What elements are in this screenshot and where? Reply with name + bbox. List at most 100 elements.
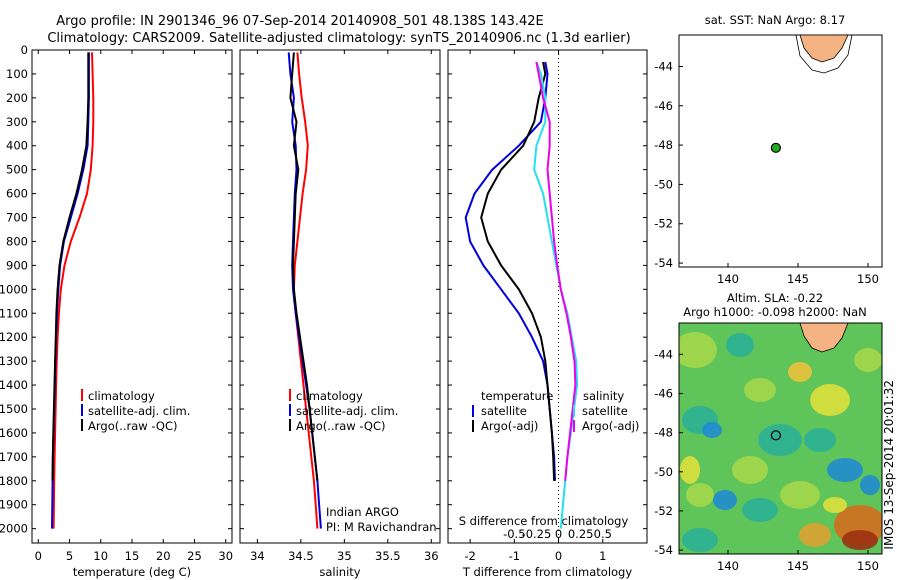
x-tick-label: 1 [599,549,606,563]
timestamp-label: IMOS 13-Sep-2014 20:01:32 [882,380,896,550]
map-y-tick-label: -50 [654,465,673,479]
map-y-tick-label: -48 [654,138,673,152]
legend-label: satellite [481,404,527,418]
series-line [535,61,577,481]
x-tick-label: 36 [424,549,439,563]
sla-blob [682,528,718,552]
map-y-tick-label: -44 [654,347,673,361]
sla-blob [726,333,754,357]
x-tick-label: -1 [509,549,520,563]
sla-blob [823,497,847,513]
x-tick-label: 30 [218,549,233,563]
x-tick-label: 35 [337,549,352,563]
argo-float-marker [770,142,781,153]
y-tick-label: 100 [6,67,28,81]
sla-field [679,323,882,554]
sla-blob [680,456,700,484]
x-axis-label: temperature (deg C) [73,565,191,579]
y-tick-label: 700 [6,211,28,225]
legend-label: salinity [583,389,624,403]
map-y-tick-label: -48 [654,426,673,440]
map-title: sat. SST: NaN Argo: 8.17 [705,13,846,27]
figure-title-line2: Climatology: CARS2009. Satellite-adjuste… [47,31,630,46]
legend-label: Argo(..raw -QC) [88,419,178,433]
legend-label: climatology [296,389,363,403]
plot-frame [31,49,233,544]
legend-label: climatology [88,389,155,403]
y-tick-label: 1100 [0,306,28,320]
y-tick-label: 1900 [0,498,28,512]
sla-blob [744,378,776,402]
y-tick-label: 0 [21,43,28,57]
sla-blob [788,362,812,382]
map-frame [678,34,883,268]
sla-blob [758,424,802,456]
y-tick-label: 400 [6,139,28,153]
series-line [51,52,90,481]
x-axis-label: T difference from climatology [462,565,633,579]
legend-label: temperature [481,389,553,403]
y-tick-label: 500 [6,163,28,177]
x-tick-label: 15 [125,549,140,563]
sla-blob [810,384,850,416]
legend-label: Argo(-adj) [582,419,639,433]
sla-blob [842,530,878,550]
y-tick-label: 1800 [0,474,28,488]
map-subtitle: Argo h1000: -0.098 h2000: NaN [683,305,867,319]
y-tick-label: 900 [6,258,28,272]
map-frame [678,322,883,555]
tasmania-land [799,323,849,353]
map-y-tick-label: -52 [654,504,673,518]
x2-tick-label: -0.5 [503,527,525,541]
x-tick-label: 0 [555,549,562,563]
bathymetry-contour [795,34,853,74]
x-axis-label: salinity [319,565,360,579]
argo-float-marker [770,430,781,441]
sla-blob [860,475,880,495]
difference-chart: -2-101-0.5-0.2500.250.5S difference from… [447,49,648,579]
map-y-tick-label: -52 [654,217,673,231]
y-tick-label: 300 [6,115,28,129]
x-tick-label: 5 [66,549,73,563]
y-tick-label: 1000 [0,282,28,296]
y-tick-label: 2000 [0,522,28,536]
x-tick-label: 35.5 [375,549,401,563]
map-y-tick-label: -54 [654,543,673,557]
legend-label: satellite-adj. clim. [296,404,398,418]
y-tick-label: 1600 [0,426,28,440]
legend-label: Argo(..raw -QC) [296,419,386,433]
y-tick-label: 1500 [0,402,28,416]
y-tick-label: 1200 [0,330,28,344]
x-tick-label: 10 [93,549,108,563]
annotation-line: Indian ARGO [326,505,399,519]
y-tick-label: 1300 [0,354,28,368]
x-tick-label: 25 [187,549,202,563]
map-y-tick-label: -46 [654,99,673,113]
sla-blob [713,490,737,510]
sla-blob [854,348,882,372]
map-x-tick-label: 140 [717,559,739,573]
legend-label: satellite [582,404,628,418]
sla-blob [742,498,778,522]
legend-label: Argo(-adj) [481,419,538,433]
x-tick-label: -2 [464,549,475,563]
sla-blob [780,481,820,509]
sst-map: sat. SST: NaN Argo: 8.17 -44 -46 -48 -50 -52 -… [654,13,883,286]
sla-blob [799,523,831,547]
x-tick-label: 34 [250,549,265,563]
y-tick-label: 200 [6,91,28,105]
x2-tick-label: -0.25 [522,527,552,541]
annotation-line: PI: M Ravichandran [326,520,437,534]
sla-blob [732,456,768,484]
series-line [52,52,95,529]
x-tick-label: 20 [156,549,171,563]
y-tick-label: 600 [6,187,28,201]
salinity-chart: 34 34.5 35 35.5 36 salinity climatologysatelli… [239,49,441,579]
sla-blob [804,428,836,452]
plot-frame [239,49,441,544]
map-y-tick-label: -46 [654,386,673,400]
x-tick-label: 34.5 [288,549,314,563]
tasmania-land [799,34,849,63]
